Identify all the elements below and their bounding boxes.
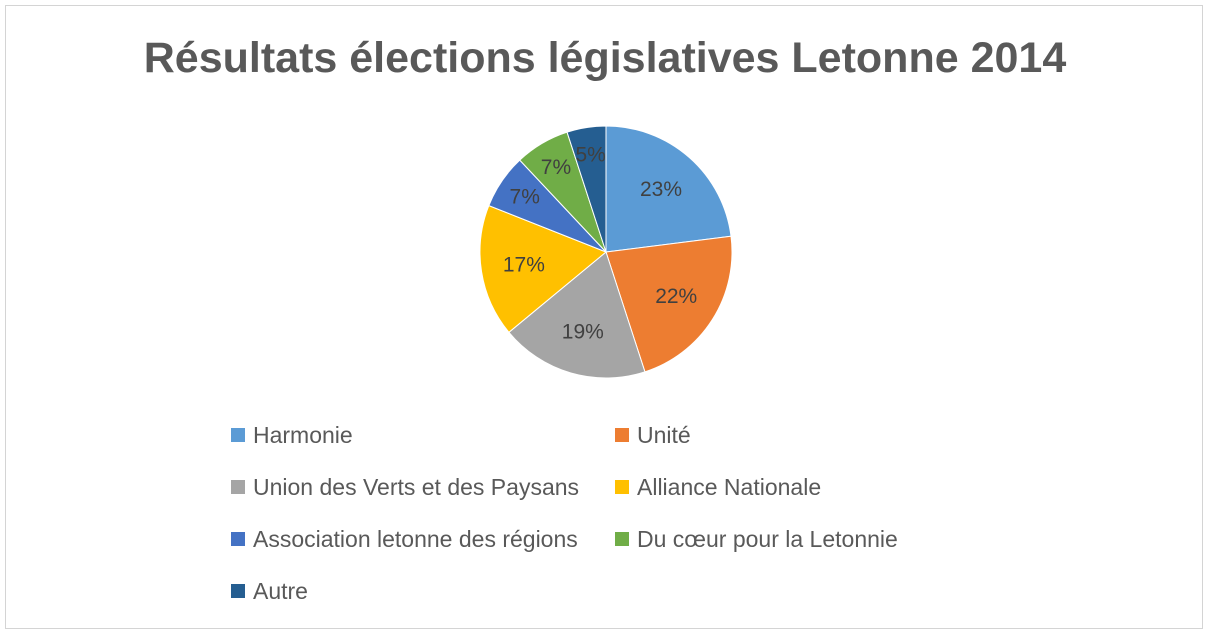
data-label-harmonie: 23% xyxy=(640,178,682,201)
pie-slice-harmonie xyxy=(605,125,732,253)
legend-swatch xyxy=(615,480,629,494)
legend-label: Autre xyxy=(253,578,308,604)
legend-label: Alliance Nationale xyxy=(637,474,822,500)
legend-swatch xyxy=(231,532,245,546)
legend-swatch xyxy=(615,428,629,442)
legend-label: Unité xyxy=(637,422,691,448)
data-label-alliance-nationale: 17% xyxy=(503,254,545,277)
data-label-association-letonne-des-regions: 7% xyxy=(510,185,540,208)
chart-title: Résultats élections législatives Letonne… xyxy=(143,34,1067,82)
data-label-du-coeur-pour-la-letonnie: 7% xyxy=(541,156,571,179)
legend-item-association-letonne-des-regions: Association letonne des régions xyxy=(231,526,578,552)
legend-label: Association letonne des régions xyxy=(253,526,578,552)
pie-slice-autre xyxy=(566,125,607,253)
data-label-union-des-verts-et-des-paysans: 19% xyxy=(562,320,604,343)
legend-swatch xyxy=(231,584,245,598)
legend-item-unite: Unité xyxy=(615,422,691,448)
data-label-autre: 5% xyxy=(575,143,605,166)
legend-item-du-coeur-pour-la-letonnie: Du cœur pour la Letonnie xyxy=(615,526,898,552)
legend-item-alliance-nationale: Alliance Nationale xyxy=(615,474,821,500)
legend-label: Du cœur pour la Letonnie xyxy=(637,526,898,552)
legend-item-union-des-verts-et-des-paysans: Union des Verts et des Paysans xyxy=(231,474,579,500)
pie-slice-alliance-nationale xyxy=(479,204,607,334)
legend-swatch xyxy=(615,532,629,546)
data-label-unite: 22% xyxy=(655,285,697,308)
pie-slice-union-des-verts-et-des-paysans xyxy=(508,251,646,379)
pie-slice-unite xyxy=(605,235,733,373)
legend-label: Harmonie xyxy=(253,422,353,448)
legend-item-autre: Autre xyxy=(231,578,308,604)
legend-item-harmonie: Harmonie xyxy=(231,422,353,448)
legend-swatch xyxy=(231,480,245,494)
legend-label: Union des Verts et des Paysans xyxy=(253,474,580,500)
legend-swatch xyxy=(231,428,245,442)
